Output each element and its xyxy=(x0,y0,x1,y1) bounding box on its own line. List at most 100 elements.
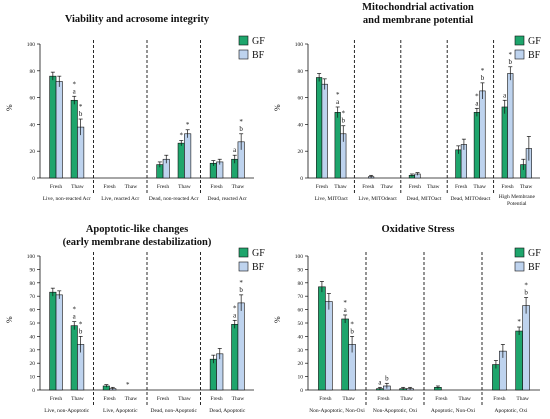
group-label: Apoptotic, Oxi xyxy=(495,408,528,414)
x-tick-label: Thaw xyxy=(232,184,245,190)
group-label: Live, non-reacted Acr xyxy=(43,196,91,202)
y-tick-label: 50 xyxy=(298,321,304,327)
group-label: Live, MITOact xyxy=(315,196,349,202)
x-tick-label: Fresh xyxy=(50,396,62,402)
x-tick-label: Fresh xyxy=(210,396,222,402)
x-tick-label: Thaw xyxy=(400,396,413,402)
y-tick-label: 0 xyxy=(300,176,303,182)
y-tick-label: 80 xyxy=(30,281,36,287)
legend-label: GF xyxy=(528,36,541,47)
group-label: Live, non-Apoptotic xyxy=(44,408,89,414)
x-tick-label: Fresh xyxy=(50,184,62,190)
y-tick-label: 100 xyxy=(27,254,36,260)
significance-mark: * xyxy=(79,103,83,111)
group-label: Dead, MITOdeact xyxy=(450,196,490,202)
significance-mark: b xyxy=(239,286,243,294)
y-tick-label: 40 xyxy=(298,122,304,128)
y-tick-label: 20 xyxy=(298,149,304,155)
significance-mark: a xyxy=(336,98,340,106)
significance-mark: a xyxy=(233,146,237,154)
y-tick-label: 80 xyxy=(298,281,304,287)
bar-bf xyxy=(55,294,63,391)
legend-swatch-bf xyxy=(514,261,525,272)
y-tick-label: 100 xyxy=(295,254,304,260)
group-label: Live, reacted Acr xyxy=(101,196,139,202)
significance-mark: a xyxy=(344,306,348,314)
x-tick-label: Thaw xyxy=(178,396,191,402)
significance-mark: b xyxy=(509,58,513,66)
x-tick-label: Thaw xyxy=(125,184,138,190)
legend-label: BF xyxy=(252,262,265,273)
bar-bf xyxy=(321,83,328,179)
x-tick-label: Thaw xyxy=(381,184,394,190)
chart-title: Oxidative Stress xyxy=(381,224,454,235)
x-tick-label: Thaw xyxy=(342,396,355,402)
y-tick-label: 70 xyxy=(298,294,304,300)
bar-gf xyxy=(473,112,480,179)
x-tick-label: Thaw xyxy=(232,396,245,402)
x-tick-label: Fresh xyxy=(501,184,513,190)
significance-mark: a xyxy=(73,313,77,321)
bar-gf xyxy=(70,325,78,391)
significance-mark: * xyxy=(239,118,243,126)
significance-mark: * xyxy=(481,67,485,75)
bar-bf xyxy=(237,302,245,391)
significance-mark: b xyxy=(79,110,83,118)
x-tick-label: Fresh xyxy=(210,184,222,190)
group-label: Potential xyxy=(507,201,527,207)
bar-gf xyxy=(49,75,57,179)
y-tick-label: 40 xyxy=(298,334,304,340)
group-label: Dead, reacted Acr xyxy=(207,196,247,202)
group-label: Live, MITOdeact xyxy=(358,196,397,202)
legend-label: GF xyxy=(252,248,265,259)
x-tick-label: Thaw xyxy=(334,184,347,190)
y-tick-label: 10 xyxy=(298,375,304,381)
y-tick-label: 20 xyxy=(30,149,36,155)
bar-gf xyxy=(334,112,341,179)
legend-label: BF xyxy=(528,262,541,273)
x-tick-label: Thaw xyxy=(516,396,529,402)
chart-panel-3: Apoptotic-like changes (early membrane de… xyxy=(5,224,265,414)
significance-mark: b xyxy=(481,74,485,82)
significance-mark: a xyxy=(475,99,479,107)
significance-mark: * xyxy=(186,121,190,129)
x-tick-label: Fresh xyxy=(435,396,447,402)
legend-swatch-gf xyxy=(238,35,249,46)
y-tick-label: 0 xyxy=(32,388,35,394)
significance-mark: a xyxy=(73,87,77,95)
y-axis-label: % xyxy=(5,104,14,111)
significance-mark: * xyxy=(79,320,83,328)
significance-mark: * xyxy=(475,92,479,100)
significance-mark: b xyxy=(342,117,346,125)
group-label: Dead, MITOact xyxy=(407,196,442,202)
y-tick-label: 0 xyxy=(32,176,35,182)
legend-label: GF xyxy=(528,248,541,259)
y-tick-label: 60 xyxy=(30,308,36,314)
significance-mark: * xyxy=(72,80,76,88)
bar-gf xyxy=(49,291,57,391)
bar-bf xyxy=(507,73,514,179)
legend-swatch-gf xyxy=(514,247,525,258)
significance-mark: * xyxy=(517,318,521,326)
chart-panel-4: Oxidative Stress 0 10 20 30 40 50 60 70 80 90 100% N… xyxy=(273,224,541,414)
bar-gf xyxy=(231,324,239,391)
significance-mark: a xyxy=(233,311,237,319)
y-tick-label: 10 xyxy=(30,375,36,381)
chart-title: (early membrane destabilization) xyxy=(63,237,212,248)
y-tick-label: 90 xyxy=(30,267,36,273)
group-label: Non-Apoptotic, Non-Oxi xyxy=(309,408,365,414)
bar-bf xyxy=(479,90,486,179)
significance-mark: b xyxy=(524,289,528,297)
x-tick-label: Fresh xyxy=(493,396,505,402)
significance-mark: * xyxy=(350,320,354,328)
y-tick-label: 30 xyxy=(298,348,304,354)
significance-mark: b xyxy=(350,327,354,335)
y-tick-label: 100 xyxy=(295,42,304,48)
chart-title: Apoptotic-like changes xyxy=(86,224,188,235)
chart-panel-2: Mitochondrial activation and membrane pot… xyxy=(273,2,541,207)
bar-gf xyxy=(455,149,462,179)
legend-label: BF xyxy=(252,50,265,61)
x-tick-label: Thaw xyxy=(520,184,533,190)
significance-mark: * xyxy=(233,304,237,312)
